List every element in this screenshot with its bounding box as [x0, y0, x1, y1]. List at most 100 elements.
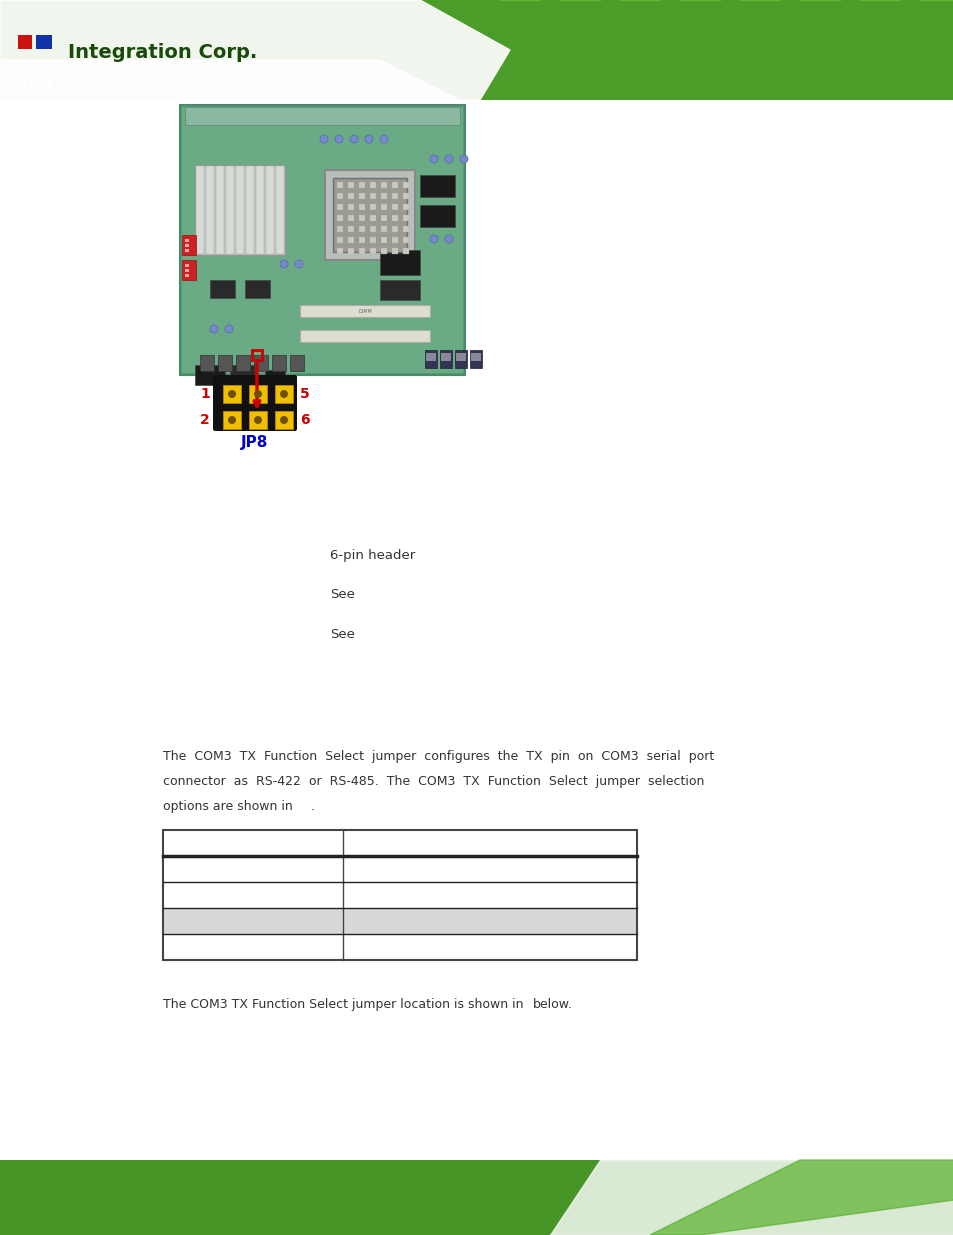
Bar: [424, 350, 436, 368]
Circle shape: [280, 261, 288, 268]
Bar: [226, 165, 233, 254]
Bar: [163, 908, 343, 934]
Bar: [470, 350, 481, 368]
Bar: [343, 934, 637, 960]
Bar: [439, 350, 452, 368]
Bar: [163, 856, 343, 882]
Bar: [343, 882, 637, 908]
Text: 2: 2: [200, 412, 210, 427]
Bar: [358, 204, 365, 210]
Text: 6: 6: [300, 412, 310, 427]
Text: Integration Corp.: Integration Corp.: [68, 42, 257, 62]
Text: The  COM3  TX  Function  Select  jumper  configures  the  TX  pin  on  COM3  ser: The COM3 TX Function Select jumper confi…: [163, 751, 714, 763]
Bar: [358, 248, 365, 254]
Bar: [325, 170, 415, 261]
Polygon shape: [550, 1160, 953, 1235]
Bar: [392, 237, 397, 243]
Text: JP8: JP8: [241, 436, 269, 451]
Circle shape: [365, 135, 373, 143]
Bar: [370, 193, 375, 199]
Bar: [215, 165, 224, 254]
Bar: [163, 934, 343, 960]
Bar: [348, 226, 354, 232]
Polygon shape: [0, 0, 510, 100]
Bar: [194, 165, 285, 254]
Bar: [380, 193, 387, 199]
Bar: [402, 193, 409, 199]
Bar: [195, 165, 204, 254]
Bar: [194, 366, 225, 385]
Bar: [336, 182, 343, 188]
Circle shape: [430, 235, 437, 243]
Bar: [392, 248, 397, 254]
Bar: [419, 205, 455, 227]
Bar: [456, 353, 465, 361]
Bar: [379, 280, 419, 300]
Bar: [185, 249, 189, 252]
Bar: [370, 204, 375, 210]
Bar: [380, 226, 387, 232]
Bar: [358, 182, 365, 188]
Bar: [380, 215, 387, 221]
Bar: [336, 215, 343, 221]
Bar: [290, 354, 304, 370]
Bar: [299, 330, 430, 342]
Bar: [182, 107, 462, 373]
Bar: [336, 248, 343, 254]
Bar: [370, 237, 375, 243]
Circle shape: [294, 261, 303, 268]
Circle shape: [253, 416, 262, 424]
Circle shape: [319, 135, 328, 143]
Bar: [265, 370, 285, 385]
Bar: [163, 882, 343, 908]
Circle shape: [280, 416, 288, 424]
Bar: [343, 856, 637, 882]
Bar: [185, 107, 459, 125]
Bar: [426, 353, 436, 361]
Text: See: See: [330, 629, 355, 641]
Bar: [348, 248, 354, 254]
Bar: [440, 353, 451, 361]
Bar: [348, 215, 354, 221]
Bar: [185, 274, 189, 277]
Bar: [0, 0, 953, 100]
Bar: [358, 193, 365, 199]
Bar: [380, 182, 387, 188]
Bar: [36, 35, 52, 49]
Circle shape: [228, 390, 235, 398]
Bar: [380, 237, 387, 243]
Bar: [185, 245, 189, 247]
Bar: [206, 165, 213, 254]
Text: 6-pin header: 6-pin header: [330, 548, 415, 562]
Bar: [343, 830, 637, 856]
Bar: [299, 305, 430, 317]
Bar: [379, 249, 419, 275]
Bar: [255, 165, 264, 254]
Bar: [0, 0, 953, 100]
FancyBboxPatch shape: [213, 375, 296, 431]
Bar: [333, 178, 407, 252]
Circle shape: [350, 135, 357, 143]
Bar: [235, 354, 250, 370]
Bar: [223, 385, 241, 403]
Bar: [402, 215, 409, 221]
Bar: [274, 385, 293, 403]
Bar: [348, 193, 354, 199]
Circle shape: [444, 235, 453, 243]
Bar: [266, 165, 274, 254]
Bar: [185, 269, 189, 272]
Bar: [348, 204, 354, 210]
Bar: [245, 280, 270, 298]
Circle shape: [225, 325, 233, 333]
Bar: [246, 165, 253, 254]
Polygon shape: [0, 61, 459, 100]
Bar: [392, 182, 397, 188]
Bar: [230, 366, 254, 385]
Circle shape: [379, 135, 388, 143]
Bar: [392, 193, 397, 199]
Bar: [182, 261, 195, 280]
Polygon shape: [649, 1160, 953, 1235]
Circle shape: [459, 156, 468, 163]
Bar: [419, 175, 455, 198]
Bar: [402, 248, 409, 254]
